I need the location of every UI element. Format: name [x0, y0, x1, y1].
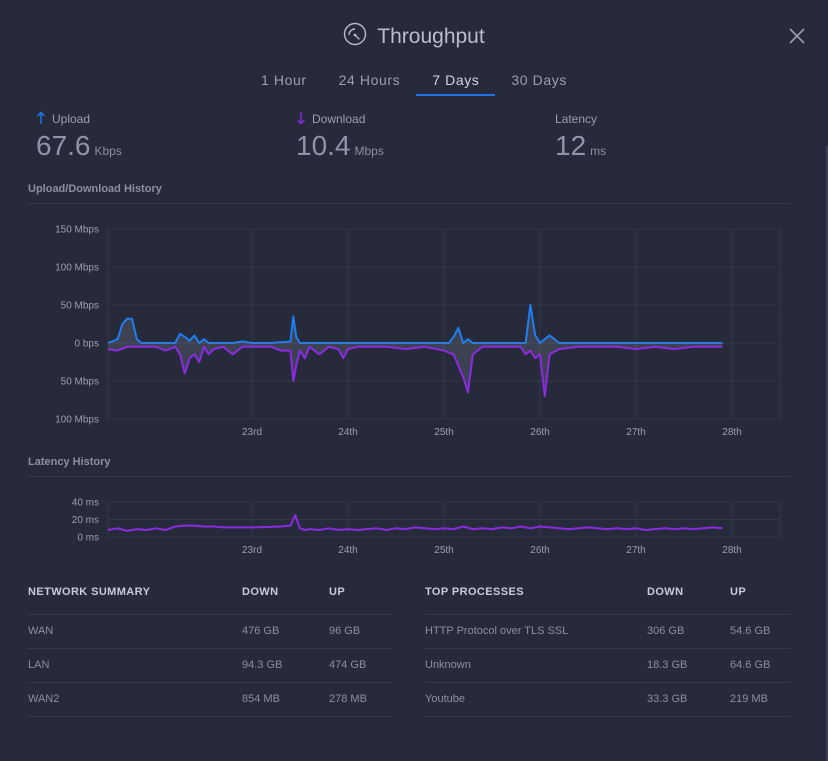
arrow-up-icon [36, 111, 46, 128]
throughput-upload-area [108, 305, 723, 343]
network-summary-header-up: UP [329, 586, 346, 598]
row-up: 278 MB [329, 693, 367, 705]
row-name: LAN [28, 659, 50, 671]
throughput-y-tick-label: 150 Mbps [55, 225, 99, 236]
latency-x-tick-label: 23rd [242, 545, 262, 556]
row-down: 33.3 GB [647, 693, 688, 705]
row-name: WAN [28, 625, 54, 637]
top-processes-header-up: UP [730, 586, 747, 598]
throughput-y-tick-label: 50 Mbps [61, 301, 99, 312]
network-summary-header: NETWORK SUMMARY DOWN UP [28, 580, 392, 615]
table-row: Youtube 33.3 GB 219 MB [425, 683, 790, 717]
tab-1-hour[interactable]: 1 Hour [261, 72, 307, 88]
upload-value: 67.6 [36, 130, 91, 161]
network-summary-header-down: DOWN [242, 586, 279, 598]
history-section-title: Upload/Download History [28, 183, 162, 195]
latency-x-tick-label: 27th [626, 545, 645, 556]
throughput-x-tick-label: 26th [530, 427, 549, 438]
gauge-icon [343, 22, 367, 51]
top-processes-header: TOP PROCESSES DOWN UP [425, 580, 790, 615]
upload-stat: Upload 67.6 Kbps [36, 110, 122, 162]
close-button[interactable] [788, 27, 806, 45]
tab-7-days[interactable]: 7 Days [416, 72, 496, 96]
row-down: 476 GB [242, 625, 280, 637]
latency-x-tick-label: 24th [338, 545, 357, 556]
scrollbar[interactable] [826, 146, 828, 761]
download-unit: Mbps [354, 144, 384, 158]
row-up: 96 GB [329, 625, 361, 637]
arrow-down-icon [296, 111, 306, 128]
row-up: 54.6 GB [730, 625, 771, 637]
latency-unit: ms [590, 144, 607, 158]
latency-y-tick-label: 0 ms [77, 533, 99, 544]
throughput-y-tick-label: 100 Mbps [55, 415, 99, 426]
tab-30-days[interactable]: 30 Days [511, 72, 567, 88]
table-row: Unknown 18.3 GB 64.6 GB [425, 649, 790, 683]
table-row: LAN 94.3 GB 474 GB [28, 649, 392, 683]
throughput-x-tick-label: 25th [434, 427, 453, 438]
latency-chart: 40 ms 20 ms 0 ms 23rd 24th 25th 26th 27th 28th [72, 498, 781, 556]
row-name: HTTP Protocol over TLS SSL [425, 625, 569, 637]
download-label: Download [312, 112, 366, 126]
row-down: 18.3 GB [647, 659, 688, 671]
latency-section-divider [28, 476, 790, 477]
latency-latency-series-line [107, 514, 723, 532]
latency-section-title: Latency History [28, 456, 111, 468]
top-processes-table: TOP PROCESSES DOWN UP HTTP Protocol over… [425, 580, 790, 717]
latency-value: 12 [555, 130, 587, 161]
table-row: WAN 476 GB 96 GB [28, 615, 392, 649]
tab-24-hours[interactable]: 24 Hours [338, 72, 401, 88]
dialog-header: Throughput [0, 22, 828, 52]
time-range-tabs: 1 Hour 24 Hours 7 Days 30 Days [0, 72, 828, 96]
top-processes-header-name: TOP PROCESSES [425, 586, 524, 598]
row-name: WAN2 [28, 693, 60, 705]
history-section-divider [28, 203, 790, 204]
throughput-x-tick-label: 24th [338, 427, 357, 438]
row-name: Unknown [425, 659, 471, 671]
latency-y-tick-label: 20 ms [72, 515, 99, 526]
latency-x-tick-label: 25th [434, 545, 453, 556]
row-down: 306 GB [647, 625, 685, 637]
throughput-y-tick-label: 50 Mbps [61, 377, 99, 388]
throughput-y-tick-label: 0 bps [75, 339, 99, 350]
throughput-download-area [108, 343, 723, 397]
upload-label: Upload [52, 112, 91, 126]
throughput-chart: 150 Mbps 100 Mbps 50 Mbps 0 bps 50 Mbps 100 M… [55, 225, 781, 438]
table-row: WAN2 854 MB 278 MB [28, 683, 392, 717]
row-up: 64.6 GB [730, 659, 771, 671]
throughput-x-tick-label: 27th [626, 427, 645, 438]
latency-stat: Latency 12 ms [555, 110, 606, 162]
close-icon[interactable] [788, 27, 806, 45]
network-summary-header-name: NETWORK SUMMARY [28, 586, 151, 598]
row-up: 474 GB [329, 659, 367, 671]
download-value: 10.4 [296, 130, 351, 161]
throughput-x-tick-label: 28th [722, 427, 741, 438]
throughput-upload-series-line [107, 304, 723, 344]
download-stat: Download 10.4 Mbps [296, 110, 384, 162]
table-row: HTTP Protocol over TLS SSL 306 GB 54.6 G… [425, 615, 790, 649]
latency-y-tick-label: 40 ms [72, 498, 99, 509]
row-down: 94.3 GB [242, 659, 283, 671]
latency-x-tick-label: 26th [530, 545, 549, 556]
throughput-x-tick-label: 23rd [242, 427, 262, 438]
throughput-download-series-line [107, 345, 723, 398]
latency-x-tick-label: 28th [722, 545, 741, 556]
row-down: 854 MB [242, 693, 280, 705]
network-summary-table: NETWORK SUMMARY DOWN UP WAN 476 GB 96 GB… [28, 580, 392, 717]
row-up: 219 MB [730, 693, 768, 705]
latency-label: Latency [555, 112, 598, 126]
top-processes-header-down: DOWN [647, 586, 684, 598]
throughput-y-tick-label: 100 Mbps [55, 263, 99, 274]
upload-unit: Kbps [94, 144, 122, 158]
row-name: Youtube [425, 693, 465, 705]
dialog-title: Throughput [377, 24, 485, 48]
